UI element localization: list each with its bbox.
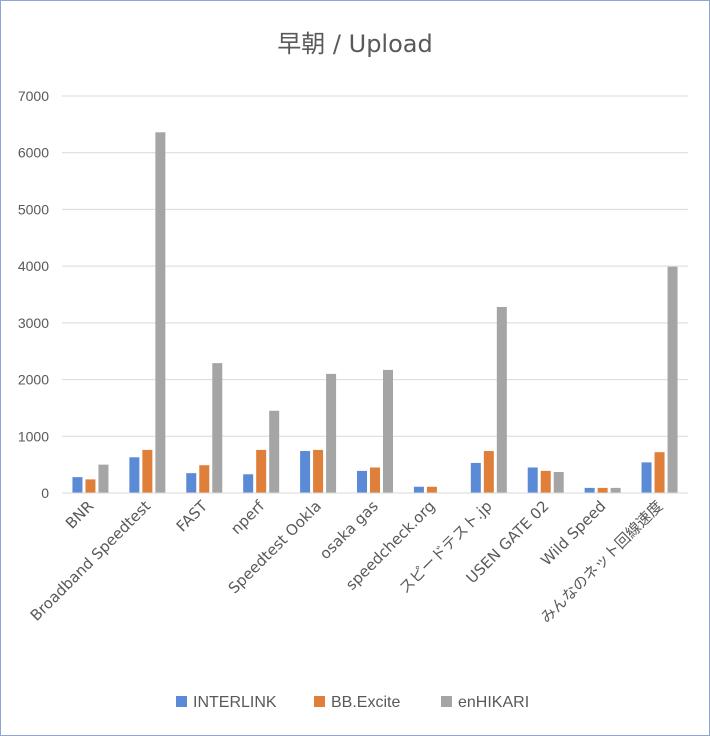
bar-enhikari [269, 410, 280, 493]
y-tick-label: 1000 [18, 428, 49, 444]
x-tick-label: nperf [227, 497, 268, 538]
bar-enhikari [553, 472, 564, 493]
bar-bb-excite [256, 449, 267, 493]
bar-enhikari [667, 266, 678, 493]
bar-bb-excite [483, 451, 494, 493]
bar-interlink [357, 470, 367, 493]
bar-bb-excite [85, 479, 96, 493]
bar-interlink [527, 467, 538, 493]
y-tick-label: 0 [41, 485, 49, 501]
bar-enhikari [496, 306, 507, 493]
legend-label: INTERLINK [193, 694, 277, 711]
legend-swatch [441, 696, 452, 707]
chart-title: 早朝 / Upload [277, 30, 432, 58]
bar-interlink [243, 474, 254, 493]
bar-bb-excite [199, 465, 210, 493]
legend-swatch [176, 696, 187, 707]
y-tick-label: 4000 [18, 258, 49, 274]
bar-enhikari [155, 132, 166, 494]
bar-enhikari [610, 487, 621, 493]
y-tick-label: 3000 [18, 315, 49, 331]
legend-label: enHIKARI [458, 694, 529, 711]
bar-interlink [413, 486, 424, 493]
bar-interlink [129, 457, 140, 493]
legend-label: BB.Excite [331, 694, 400, 711]
bar-interlink [300, 451, 311, 493]
bar-enhikari [383, 369, 393, 493]
bar-bb-excite [540, 470, 551, 493]
bar-enhikari [98, 464, 109, 493]
bar-interlink [470, 462, 481, 493]
y-tick-label: 5000 [18, 201, 49, 217]
y-tick-label: 2000 [18, 372, 49, 388]
bar-bb-excite [370, 467, 380, 493]
x-tick-label: FAST [173, 497, 212, 536]
y-tick-label: 6000 [18, 145, 49, 161]
bar-bb-excite [426, 486, 437, 493]
bar-enhikari [212, 363, 223, 493]
x-tick-label: BNR [62, 497, 97, 532]
bar-interlink [584, 487, 595, 493]
legend-swatch [314, 696, 325, 707]
bar-interlink [186, 473, 197, 493]
bar-bb-excite [142, 449, 153, 493]
bar-enhikari [326, 373, 337, 493]
bar-bb-excite [597, 487, 608, 493]
bar-interlink [641, 462, 652, 493]
bar-bb-excite [313, 449, 324, 493]
y-tick-label: 7000 [18, 88, 49, 104]
gridlines [62, 95, 688, 437]
bar-bb-excite [654, 452, 665, 493]
y-axis-ticks: 0 1000 2000 3000 4000 5000 6000 7000 [18, 88, 49, 501]
bar-interlink [72, 477, 83, 493]
legend: INTERLINK BB.Excite enHIKARI [176, 694, 529, 711]
bars [72, 132, 678, 494]
